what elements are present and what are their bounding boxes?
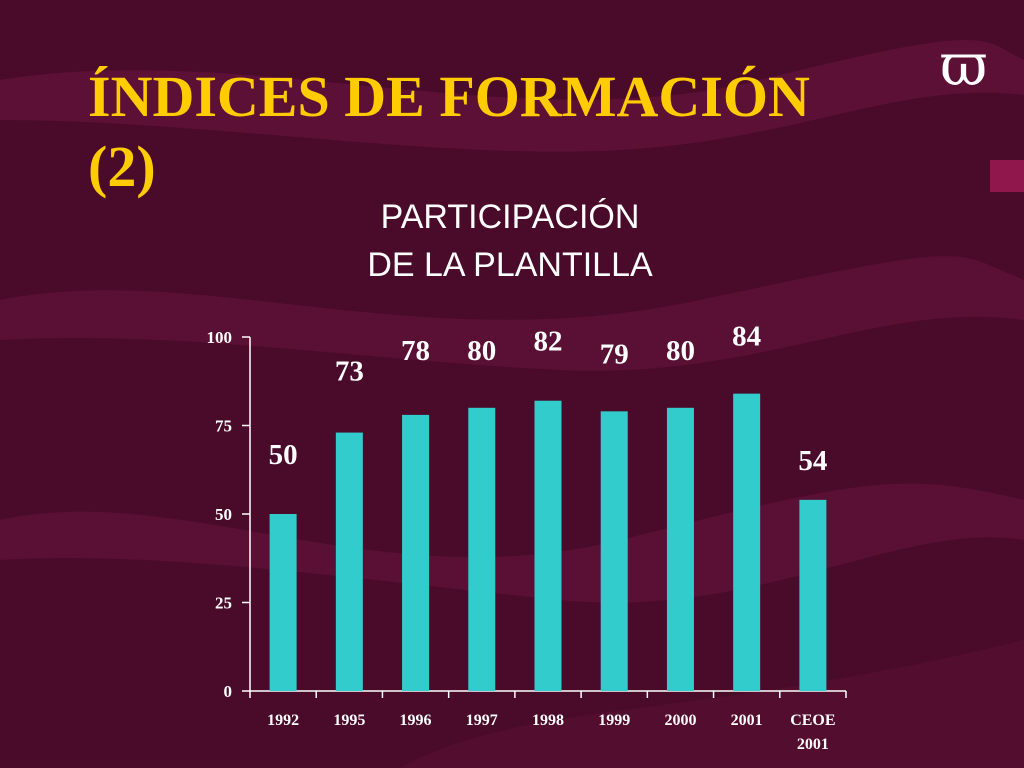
bar-value-label: 80 — [467, 335, 496, 367]
x-tick-label: 2001 — [797, 736, 829, 753]
x-tick-label: 2001 — [731, 712, 763, 729]
x-tick-label: 1995 — [333, 712, 365, 729]
x-tick-label: CEOE — [790, 712, 835, 729]
bar — [666, 407, 694, 691]
x-tick-label: 1999 — [598, 712, 630, 729]
slide-title: ÍNDICES DE FORMACIÓN (2) — [88, 62, 810, 201]
bar — [468, 407, 496, 691]
y-tick-label: 0 — [224, 682, 233, 701]
chart-title-line2: DE LA PLANTILLA — [367, 245, 653, 284]
bar-value-label: 84 — [732, 321, 761, 353]
bar-value-label: 78 — [401, 335, 430, 367]
x-tick-label: 1996 — [400, 712, 432, 729]
bar — [269, 514, 297, 691]
x-tick-label: 1992 — [267, 712, 299, 729]
bar-value-label: 79 — [600, 338, 629, 370]
bar — [733, 393, 761, 691]
x-tick-label: 1997 — [466, 712, 498, 729]
logo-icon: ϖ — [940, 31, 988, 99]
slide-title-line1: ÍNDICES DE FORMACIÓN — [88, 64, 810, 129]
y-tick-label: 25 — [215, 594, 232, 613]
bar-value-label: 54 — [798, 445, 827, 477]
bar — [335, 432, 363, 691]
slide-title-line2: (2) — [88, 133, 156, 199]
chart-title-line1: PARTICIPACIÓN — [380, 198, 640, 236]
bar — [534, 400, 562, 691]
x-tick-label: 2000 — [664, 712, 696, 729]
bar-value-label: 73 — [335, 356, 364, 388]
bar — [799, 499, 827, 691]
bar — [600, 411, 628, 691]
bar-value-label: 80 — [666, 335, 695, 367]
bar — [402, 414, 430, 691]
bar-value-label: 50 — [269, 439, 298, 471]
y-tick-label: 50 — [215, 505, 232, 524]
chart-title: PARTICIPACIÓN DE LA PLANTILLA — [260, 194, 760, 289]
bar-value-label: 82 — [534, 326, 563, 358]
x-tick-label: 1998 — [532, 712, 564, 729]
y-tick-label: 75 — [215, 417, 232, 436]
y-tick-label: 100 — [207, 328, 233, 347]
